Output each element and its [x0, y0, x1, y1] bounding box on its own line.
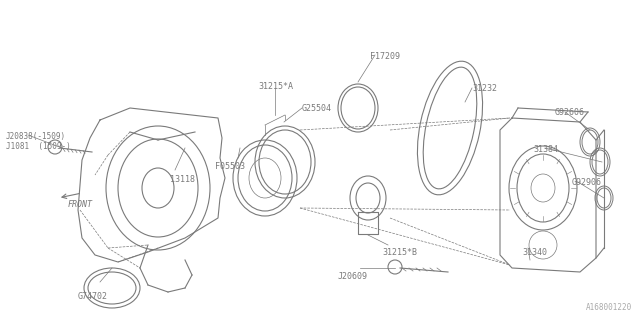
Text: 31215*B: 31215*B: [382, 248, 417, 257]
Text: 31215*A: 31215*A: [258, 82, 293, 91]
Text: F05503: F05503: [215, 162, 245, 171]
Text: G25504: G25504: [302, 104, 332, 113]
Text: F17209: F17209: [370, 52, 400, 61]
Text: A168001220: A168001220: [586, 303, 632, 312]
Text: G92606: G92606: [555, 108, 585, 117]
Text: J20609: J20609: [338, 272, 368, 281]
Text: 31232: 31232: [472, 84, 497, 93]
Text: 13118: 13118: [170, 175, 195, 184]
Text: 31340: 31340: [522, 248, 547, 257]
Text: J20838(-1509)
J1081  (1509-): J20838(-1509) J1081 (1509-): [6, 132, 71, 151]
Text: FRONT: FRONT: [68, 200, 93, 209]
Text: 31384: 31384: [533, 145, 558, 154]
Text: G74702: G74702: [78, 292, 108, 301]
Text: G92906: G92906: [572, 178, 602, 187]
